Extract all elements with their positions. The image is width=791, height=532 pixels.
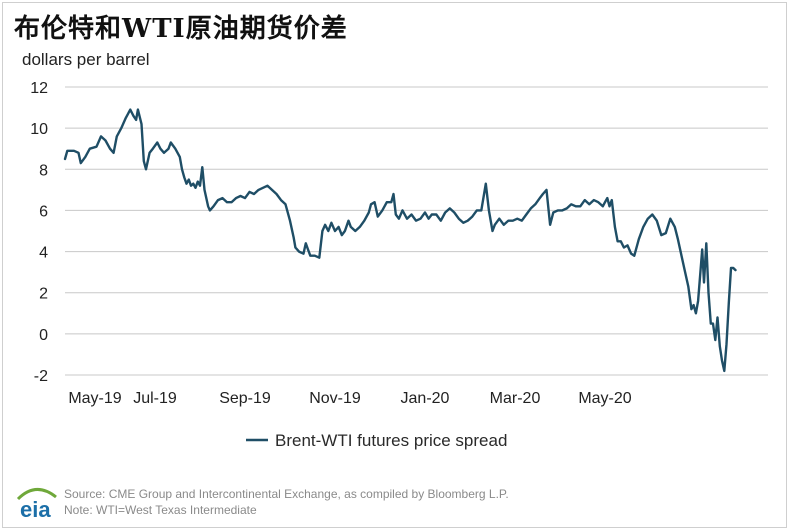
y-tick-label: -2 bbox=[34, 368, 48, 385]
eia-logo-text: eia bbox=[20, 497, 51, 522]
x-tick-label: Mar-20 bbox=[490, 390, 541, 407]
y-axis-tick-labels: 12 10 8 6 4 2 0 -2 bbox=[30, 80, 48, 385]
x-tick-label: May-20 bbox=[578, 390, 631, 407]
y-tick-label: 4 bbox=[39, 245, 48, 262]
eia-logo: eia bbox=[14, 483, 60, 528]
x-tick-label: Jan-20 bbox=[401, 390, 450, 407]
eia-logo-graphic: eia bbox=[16, 488, 57, 522]
chart-canvas: 12 10 8 6 4 2 0 -2 May-19 Jul-19 Sep-19 Nov-19 Jan-… bbox=[30, 80, 768, 450]
x-tick-label: Jul-19 bbox=[133, 390, 177, 407]
gridlines bbox=[65, 86, 768, 376]
y-tick-label: 2 bbox=[39, 286, 48, 303]
y-tick-label: 0 bbox=[39, 327, 48, 344]
x-tick-label: Nov-19 bbox=[309, 390, 361, 407]
x-tick-label: Sep-19 bbox=[219, 390, 271, 407]
x-axis-tick-labels: May-19 Jul-19 Sep-19 Nov-19 Jan-20 Mar-20 May-… bbox=[68, 390, 631, 407]
y-tick-label: 10 bbox=[30, 121, 48, 138]
source-notes: Source: CME Group and Intercontinental E… bbox=[64, 486, 509, 518]
y-axis-unit-label: dollars per barrel bbox=[22, 50, 150, 69]
x-tick-label: May-19 bbox=[68, 390, 121, 407]
legend-label-brent-wti: Brent-WTI futures price spread bbox=[275, 431, 507, 450]
source-line: Source: CME Group and Intercontinental E… bbox=[64, 487, 509, 501]
note-line: Note: WTI=West Texas Intermediate bbox=[64, 503, 257, 517]
y-tick-label: 8 bbox=[39, 162, 48, 179]
series-line-brent-wti bbox=[63, 108, 737, 373]
legend: Brent-WTI futures price spread bbox=[246, 431, 507, 450]
y-tick-label: 6 bbox=[39, 203, 48, 220]
chart-title: 布伦特和WTI原油期货价差 bbox=[14, 14, 348, 44]
y-tick-label: 12 bbox=[30, 80, 48, 97]
